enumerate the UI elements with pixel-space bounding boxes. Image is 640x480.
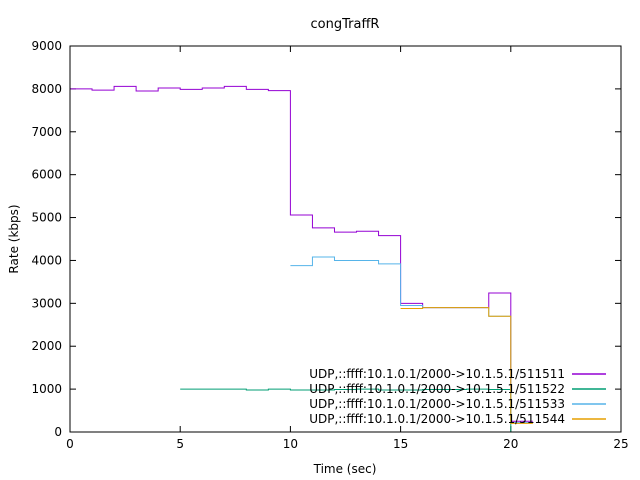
y-tick-label: 5000 bbox=[31, 211, 62, 225]
y-tick-label: 3000 bbox=[31, 296, 62, 310]
y-tick-label: 1000 bbox=[31, 382, 62, 396]
legend: UDP,::ffff:10.1.0.1/2000->10.1.5.1/51151… bbox=[309, 367, 606, 426]
x-tick-label: 10 bbox=[283, 437, 298, 451]
x-axis-label: Time (sec) bbox=[313, 462, 377, 476]
x-tick-label: 0 bbox=[66, 437, 74, 451]
legend-label-3: UDP,::ffff:10.1.0.1/2000->10.1.5.1/51153… bbox=[309, 397, 565, 411]
y-axis-label: Rate (kbps) bbox=[7, 204, 21, 273]
y-tick-label: 2000 bbox=[31, 339, 62, 353]
legend-label-1: UDP,::ffff:10.1.0.1/2000->10.1.5.1/51151… bbox=[309, 367, 565, 381]
x-tick-label: 20 bbox=[503, 437, 518, 451]
y-tick-label: 8000 bbox=[31, 82, 62, 96]
series-lines bbox=[70, 85, 533, 432]
legend-label-2: UDP,::ffff:10.1.0.1/2000->10.1.5.1/51152… bbox=[309, 382, 565, 396]
axis-ticks: 0 5 10 15 20 25 0 1000 2000 3000 4000 5000 6000 7000 8… bbox=[31, 39, 628, 451]
y-tick-label: 6000 bbox=[31, 168, 62, 182]
plot-frame bbox=[69, 45, 622, 433]
series-line-4 bbox=[400, 307, 533, 424]
x-tick-label: 5 bbox=[176, 437, 184, 451]
x-tick-label: 15 bbox=[393, 437, 408, 451]
x-tick-label: 25 bbox=[613, 437, 628, 451]
y-tick-label: 4000 bbox=[31, 253, 62, 267]
y-tick-label: 7000 bbox=[31, 125, 62, 139]
y-tick-label: 0 bbox=[54, 425, 62, 439]
y-tick-label: 9000 bbox=[31, 39, 62, 53]
chart-title: congTraffR bbox=[311, 17, 380, 32]
series-line-2 bbox=[180, 388, 512, 432]
legend-label-4: UDP,::ffff:10.1.0.1/2000->10.1.5.1/51154… bbox=[309, 412, 565, 426]
